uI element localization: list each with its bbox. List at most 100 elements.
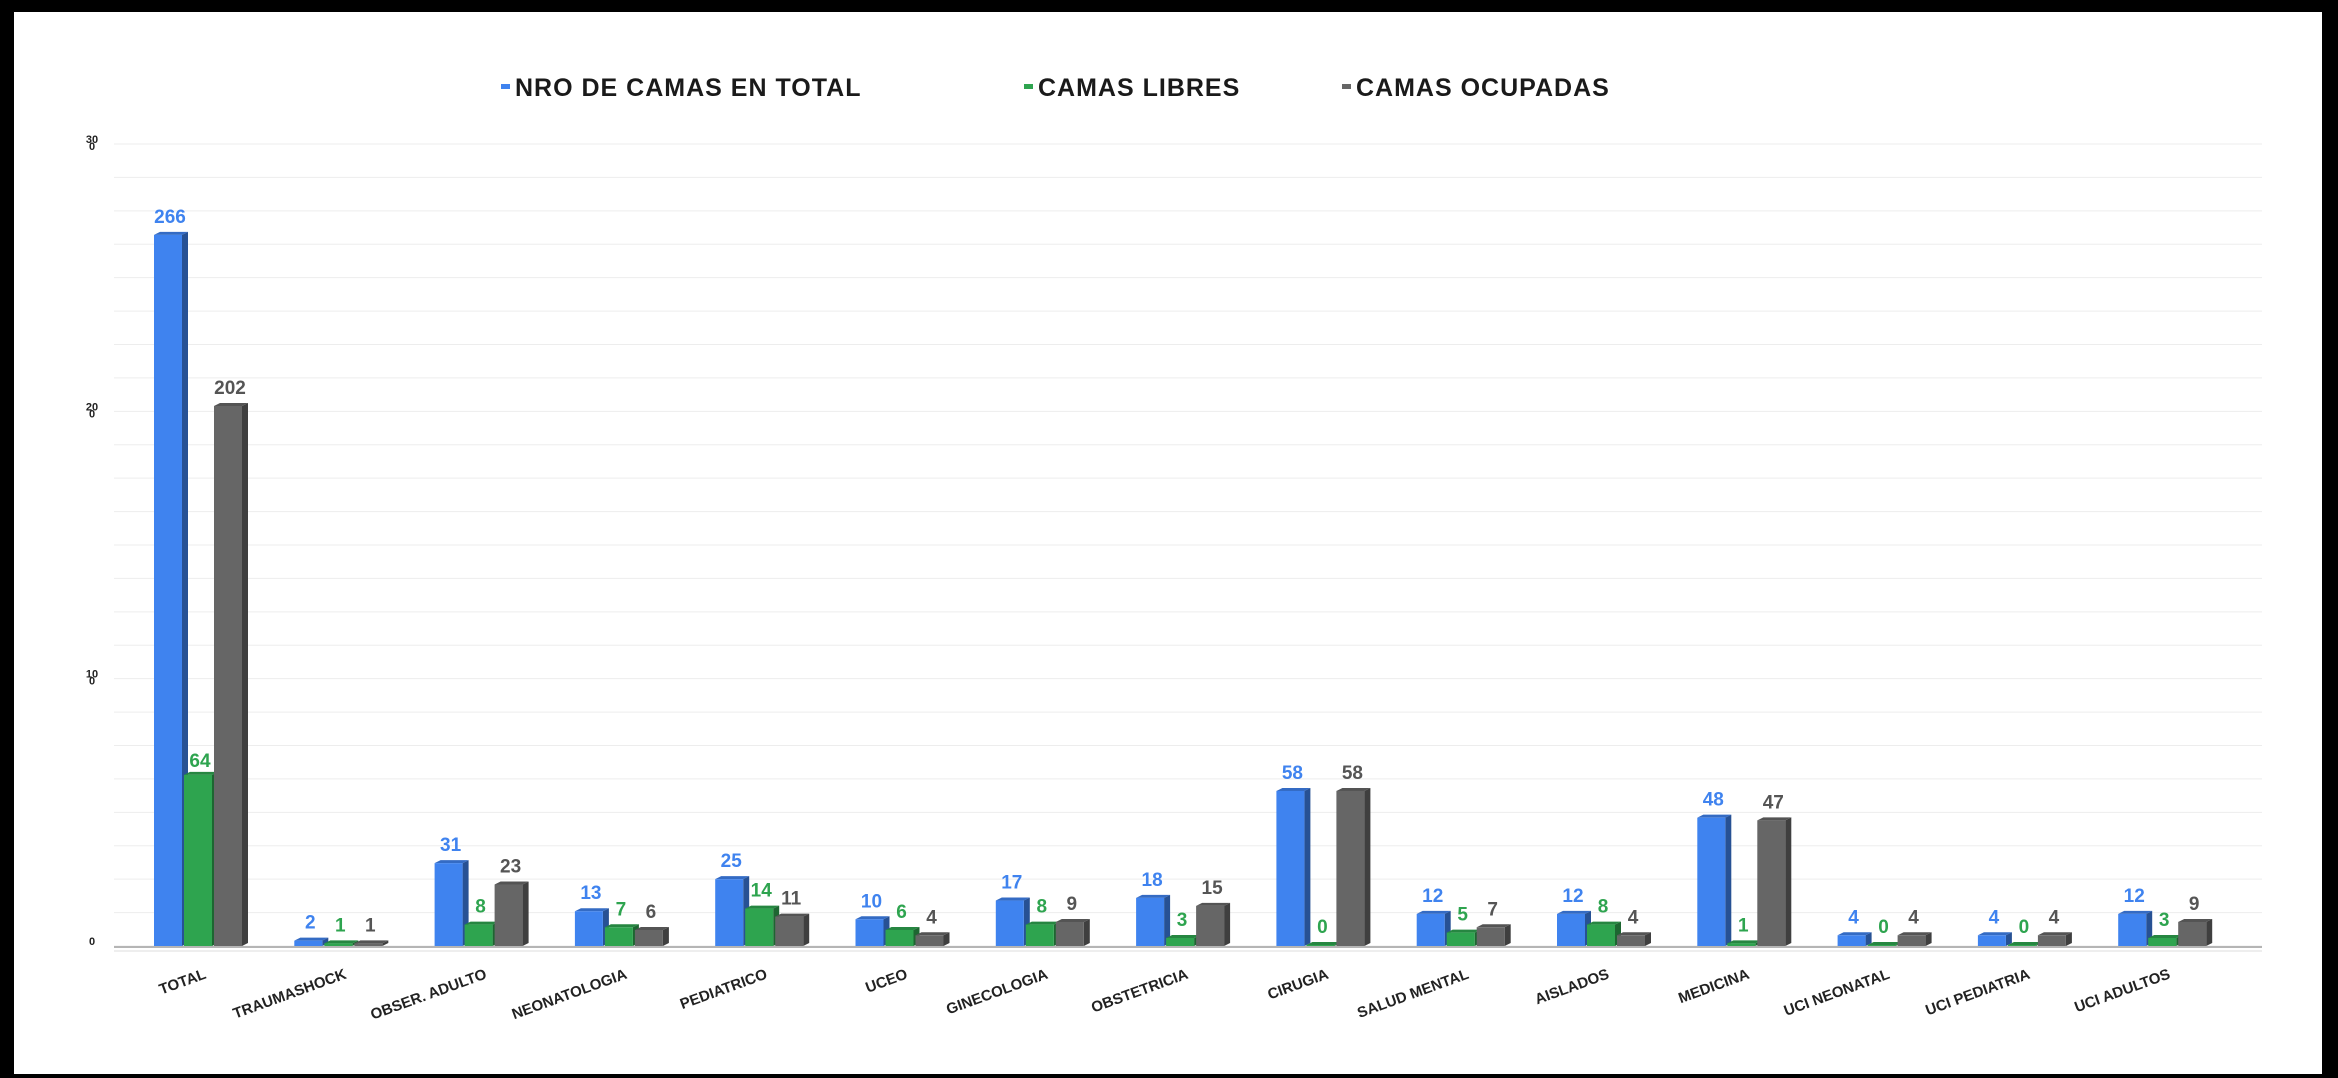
legend-label: CAMAS OCUPADAS — [1356, 74, 1610, 102]
data-label: 48 — [1703, 790, 1724, 811]
bar-top — [354, 940, 389, 944]
bar — [1306, 942, 1341, 946]
bar-front — [1697, 817, 1726, 946]
bar-top — [915, 932, 950, 936]
bar — [1977, 932, 2012, 946]
data-label: 9 — [2189, 894, 2200, 915]
bar-top — [885, 926, 920, 930]
bar — [294, 937, 329, 946]
data-label: 4 — [1628, 907, 1639, 928]
bar — [995, 897, 1030, 946]
bar — [494, 881, 529, 946]
bar-front — [745, 908, 774, 946]
bar-front — [855, 919, 884, 946]
category-label: TOTAL — [157, 966, 208, 999]
data-label: 12 — [1422, 886, 1443, 907]
data-label: 0 — [1878, 917, 1889, 938]
bar-top — [1416, 910, 1451, 914]
bar-side — [1645, 932, 1651, 946]
bar — [1166, 934, 1201, 946]
legend-label: NRO DE CAMAS EN TOTAL — [515, 74, 861, 102]
bar-side — [2206, 918, 2213, 946]
bar-top — [294, 937, 329, 941]
bar-top — [1196, 902, 1231, 906]
bar-front — [2148, 937, 2177, 946]
bar — [1837, 932, 1872, 946]
bar-front — [1196, 905, 1225, 946]
bar-side — [382, 940, 389, 946]
bar-top — [2118, 910, 2153, 914]
bar-front — [324, 943, 353, 946]
bar-top — [154, 231, 188, 235]
bar — [2007, 942, 2042, 946]
bar-top — [855, 916, 890, 920]
bar-top — [1617, 932, 1651, 936]
bar — [1727, 940, 1762, 946]
chart-panel: 0 10 0 20 0 30 0 NRO DE CAMAS EN TOTAL CAMAS LI… — [14, 12, 2322, 1074]
category-label: UCI NEONATAL — [1782, 966, 1892, 1020]
bar — [1276, 787, 1311, 946]
bar-front — [154, 234, 182, 947]
y-tick-label-line: 30 — [86, 134, 98, 146]
y-tick-label-line: 0 — [89, 936, 95, 948]
data-label: 266 — [154, 207, 186, 228]
bar — [745, 905, 780, 946]
bar — [604, 924, 639, 946]
bar — [885, 926, 920, 946]
data-label: 6 — [646, 902, 657, 923]
bar-front — [294, 940, 323, 946]
bar-top — [184, 771, 218, 775]
data-label: 12 — [2124, 886, 2145, 907]
bar-front — [574, 911, 603, 946]
bar-front — [184, 774, 212, 946]
bar-front — [1446, 932, 1475, 946]
bar-front — [1416, 913, 1445, 946]
bar-top — [324, 940, 359, 944]
bar — [915, 932, 950, 946]
bar-top — [2148, 934, 2183, 938]
data-label: 17 — [1001, 873, 1022, 894]
bar-front — [715, 879, 744, 946]
bar-side — [1164, 894, 1171, 946]
bar-top — [1557, 910, 1591, 914]
data-label: 7 — [616, 899, 627, 920]
data-label: 58 — [1342, 763, 1363, 784]
data-label: 10 — [861, 891, 882, 912]
data-label: 4 — [1908, 907, 1919, 928]
bar-top — [494, 881, 529, 885]
bar-side — [2005, 932, 2012, 946]
category-label: AISLADOS — [1533, 966, 1612, 1008]
bar — [354, 940, 389, 946]
data-label: 47 — [1763, 792, 1784, 813]
bar-front — [1617, 935, 1645, 946]
bar-front — [1757, 820, 1786, 946]
bar-front — [214, 405, 242, 946]
bar-top — [1697, 814, 1732, 818]
bar-front — [1897, 935, 1926, 946]
bar-front — [1336, 790, 1365, 946]
bar-side — [1925, 932, 1932, 946]
category-label: SALUD MENTAL — [1355, 966, 1471, 1022]
bar-top — [745, 905, 780, 909]
category-label: GINECOLOGIA — [944, 966, 1050, 1019]
bar — [1336, 787, 1371, 946]
bar — [1476, 924, 1511, 946]
legend-swatch — [1024, 84, 1033, 89]
bar-side — [1083, 918, 1090, 946]
x-axis-labels: TOTAL TRAUMASHOCK OBSER. ADULTO NEONATOLOGI… — [157, 966, 2173, 1024]
bar-front — [1476, 927, 1505, 946]
data-label: 13 — [580, 883, 601, 904]
category-label: OBSER. ADULTO — [368, 966, 489, 1024]
data-label: 4 — [926, 907, 937, 928]
bar — [1757, 817, 1792, 946]
bar-top — [715, 876, 750, 880]
bar-top — [464, 921, 499, 925]
bar — [1055, 918, 1090, 946]
data-label: 25 — [721, 851, 743, 872]
data-label: 1 — [365, 915, 376, 936]
data-label: 64 — [189, 751, 211, 772]
bar-front — [494, 884, 523, 946]
bar — [1416, 910, 1451, 946]
bar-side — [943, 932, 950, 946]
bar-top — [1446, 929, 1481, 933]
